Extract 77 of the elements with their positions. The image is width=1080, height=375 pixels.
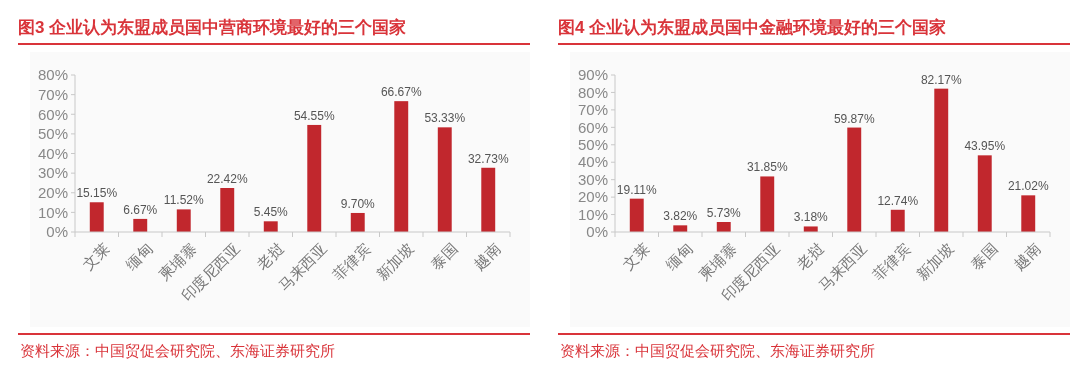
bar bbox=[350, 212, 365, 232]
y-tick-label: 20% bbox=[37, 184, 68, 201]
y-tick-label: 60% bbox=[37, 105, 68, 123]
data-label: 3.82% bbox=[663, 209, 698, 224]
y-tick-label: 60% bbox=[577, 118, 608, 136]
x-tick-label: 新加坡 bbox=[372, 239, 417, 284]
text: 资料来源：中国贸促会研究院、东海证券研究所 bbox=[20, 342, 335, 359]
bar bbox=[629, 198, 644, 232]
bar bbox=[803, 226, 818, 232]
chart-title: 图3 企业认为东盟成员国中营商环境最好的三个国家 bbox=[18, 18, 407, 37]
x-tick-label: 泰国 bbox=[967, 239, 1001, 273]
x-tick-label: 缅甸 bbox=[662, 239, 696, 273]
chart-title: 图4 企业认为东盟成员国中金融环境最好的三个国家 bbox=[558, 18, 947, 37]
data-label: 15.15% bbox=[76, 186, 118, 201]
y-tick-label: 0% bbox=[46, 223, 68, 241]
data-label: 82.17% bbox=[920, 72, 962, 87]
bar bbox=[307, 124, 322, 232]
data-label: 31.85% bbox=[746, 160, 788, 175]
data-label: 59.87% bbox=[833, 111, 875, 126]
bar bbox=[673, 225, 688, 232]
x-tick-label: 菲律宾 bbox=[329, 239, 374, 284]
y-tick-label: 50% bbox=[37, 125, 68, 143]
y-tick-label: 30% bbox=[37, 164, 68, 182]
y-tick-label: 80% bbox=[37, 66, 68, 84]
bar bbox=[89, 202, 104, 232]
y-tick-label: 40% bbox=[37, 144, 68, 162]
data-label: 11.52% bbox=[163, 193, 204, 208]
bar bbox=[1021, 195, 1036, 232]
y-tick-label: 50% bbox=[577, 136, 608, 154]
y-tick-label: 10% bbox=[577, 205, 608, 223]
x-tick-label: 文莱 bbox=[619, 239, 653, 273]
y-tick-label: 0% bbox=[586, 223, 608, 241]
y-tick-label: 40% bbox=[577, 153, 608, 171]
data-label: 32.73% bbox=[467, 151, 509, 166]
bar bbox=[220, 188, 235, 232]
data-label: 53.33% bbox=[424, 111, 466, 126]
bar bbox=[481, 167, 496, 232]
data-label: 43.95% bbox=[964, 139, 1006, 154]
text: 资料来源：中国贸促会研究院、东海证券研究所 bbox=[560, 342, 875, 359]
x-tick-label: 越南 bbox=[470, 239, 504, 273]
data-label: 6.67% bbox=[123, 202, 158, 217]
bar bbox=[847, 127, 862, 232]
bar bbox=[760, 176, 775, 232]
y-tick-label: 90% bbox=[577, 66, 608, 84]
y-tick-label: 10% bbox=[37, 203, 68, 221]
bar bbox=[263, 221, 278, 232]
data-label: 12.74% bbox=[877, 193, 919, 208]
bar bbox=[394, 101, 409, 232]
bar bbox=[437, 127, 452, 232]
x-tick-label: 菲律宾 bbox=[869, 239, 914, 284]
data-label: 3.18% bbox=[793, 210, 829, 225]
data-label: 5.45% bbox=[253, 205, 289, 220]
x-tick-label: 新加坡 bbox=[912, 239, 957, 284]
x-tick-label: 越南 bbox=[1010, 239, 1044, 273]
bar bbox=[934, 88, 949, 232]
x-tick-label: 泰国 bbox=[427, 239, 461, 273]
bar bbox=[890, 209, 905, 232]
y-tick-label: 20% bbox=[577, 188, 608, 206]
x-tick-label: 缅甸 bbox=[122, 239, 156, 273]
x-tick-label: 老挝 bbox=[253, 239, 287, 273]
y-tick-label: 70% bbox=[577, 101, 608, 119]
data-label: 5.73% bbox=[706, 206, 742, 220]
x-tick-label: 文莱 bbox=[79, 239, 113, 273]
bar bbox=[176, 209, 191, 232]
bar bbox=[716, 222, 731, 232]
bar bbox=[133, 218, 148, 232]
data-label: 19.11% bbox=[616, 182, 657, 197]
y-tick-label: 70% bbox=[37, 85, 68, 103]
y-tick-label: 80% bbox=[577, 83, 608, 101]
data-label: 9.70% bbox=[340, 196, 376, 211]
bar bbox=[977, 155, 992, 232]
x-tick-label: 老挝 bbox=[793, 239, 827, 273]
data-label: 22.42% bbox=[206, 172, 248, 186]
y-tick-label: 30% bbox=[577, 170, 608, 188]
data-label: 54.55% bbox=[293, 108, 335, 123]
data-label: 66.67% bbox=[380, 85, 422, 100]
data-label: 21.02% bbox=[1007, 179, 1049, 194]
